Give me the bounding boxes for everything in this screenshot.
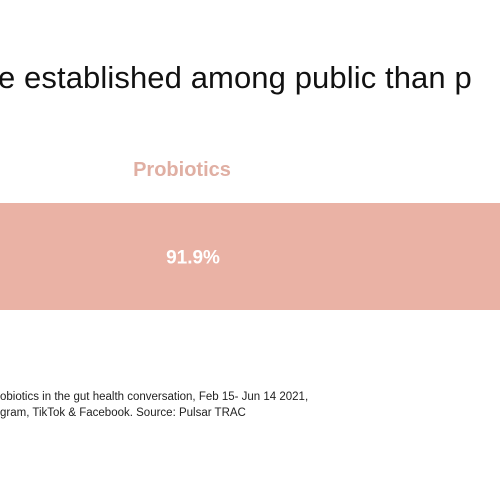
value-label: 91.9%: [166, 248, 220, 269]
chart-title: e established among public than p: [0, 52, 500, 102]
footnote-line-1: obiotics in the gut health conversation,…: [0, 391, 309, 403]
footnote-line-2: gram, TikTok & Facebook. Source: Pulsar …: [0, 407, 246, 419]
category-label: Probiotics: [133, 159, 231, 181]
chart-footnote: obiotics in the gut health conversation,…: [0, 389, 500, 421]
bar-probiotics: [0, 203, 500, 310]
chart-title-text: e established among public than p: [0, 60, 472, 95]
